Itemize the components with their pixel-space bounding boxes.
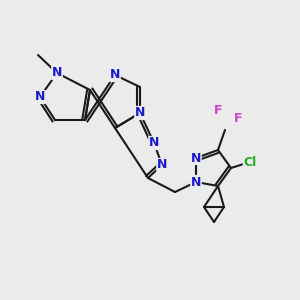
Text: N: N	[135, 106, 145, 119]
Text: N: N	[35, 91, 45, 103]
Text: N: N	[149, 136, 159, 149]
Text: N: N	[157, 158, 167, 172]
Text: N: N	[191, 152, 201, 164]
Text: Cl: Cl	[243, 155, 256, 169]
Text: N: N	[110, 68, 120, 82]
Text: N: N	[52, 67, 62, 80]
Text: F: F	[214, 103, 222, 116]
Text: N: N	[191, 176, 201, 188]
Text: F: F	[234, 112, 242, 124]
